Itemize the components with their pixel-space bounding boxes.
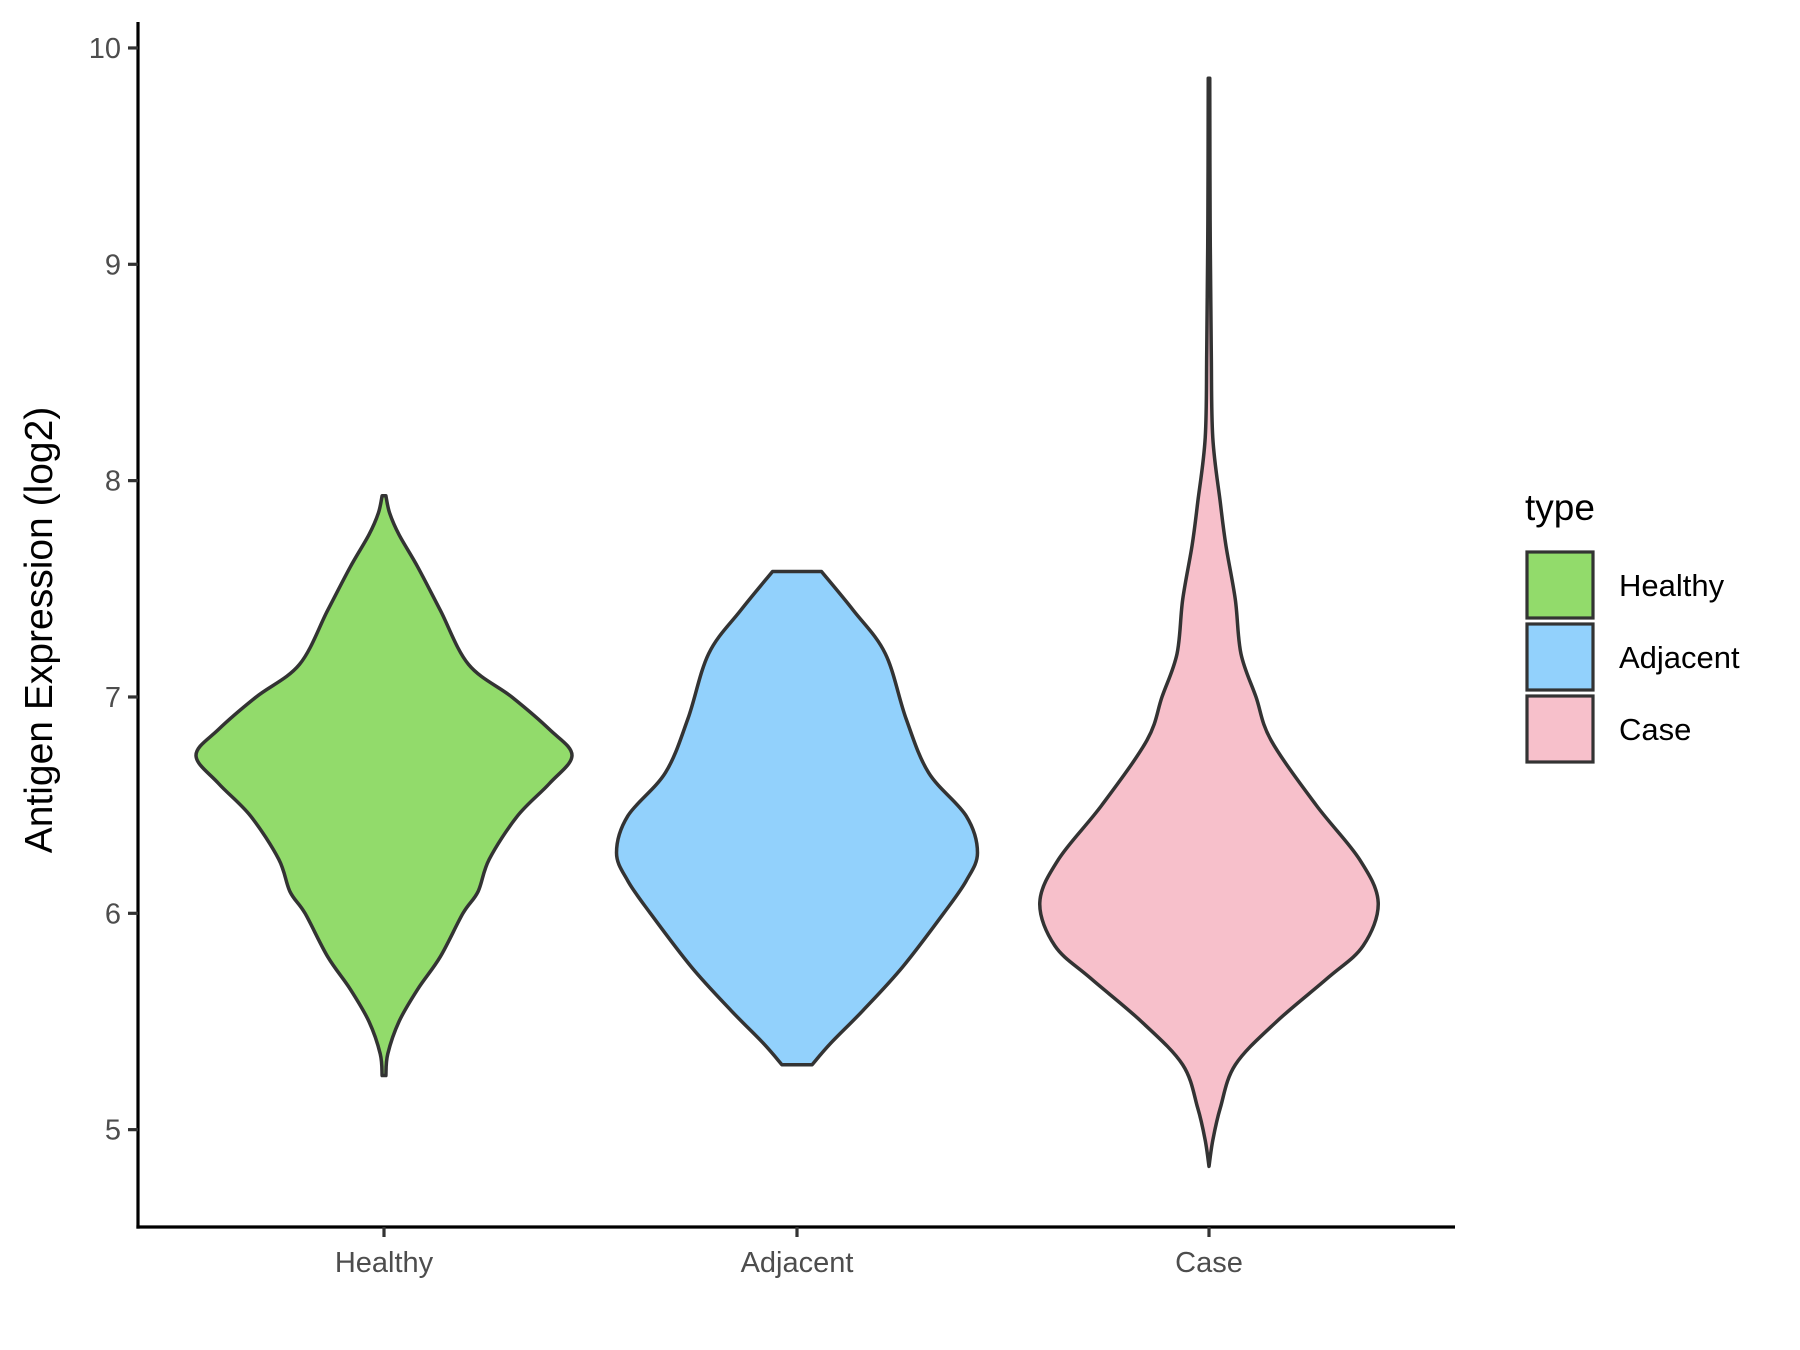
legend-key-adjacent [1525,622,1595,692]
y-axis-ticks: 5 6 7 8 9 10 [89,33,138,1147]
legend-entries: Healthy Adjacent Case [1525,550,1740,764]
y-tick-label: 5 [105,1115,121,1147]
violin-adjacent [614,569,980,1067]
y-tick-label: 9 [105,249,121,281]
y-tick-label: 6 [105,898,121,930]
y-tick-label: 7 [105,682,121,714]
violin-healthy [194,494,574,1078]
legend-label-case: Case [1619,712,1691,747]
x-tick-label-adjacent: Adjacent [741,1247,854,1279]
legend-title: type [1525,487,1595,528]
y-tick-label: 10 [89,33,121,65]
legend-key-case [1525,694,1595,764]
legend-key-healthy [1525,550,1595,620]
legend: type Healthy Adjacent Case [1525,487,1740,764]
x-tick-label-case: Case [1175,1247,1243,1279]
violin-case [1038,76,1380,1169]
y-axis-title: Antigen Expression (log2) [18,407,61,854]
violin-layer [194,76,1380,1169]
y-tick-label: 8 [105,466,121,498]
x-tick-label-healthy: Healthy [335,1247,434,1279]
legend-label-adjacent: Adjacent [1619,640,1740,675]
x-axis-ticks: Healthy Adjacent Case [335,1227,1243,1279]
legend-label-healthy: Healthy [1619,568,1725,603]
